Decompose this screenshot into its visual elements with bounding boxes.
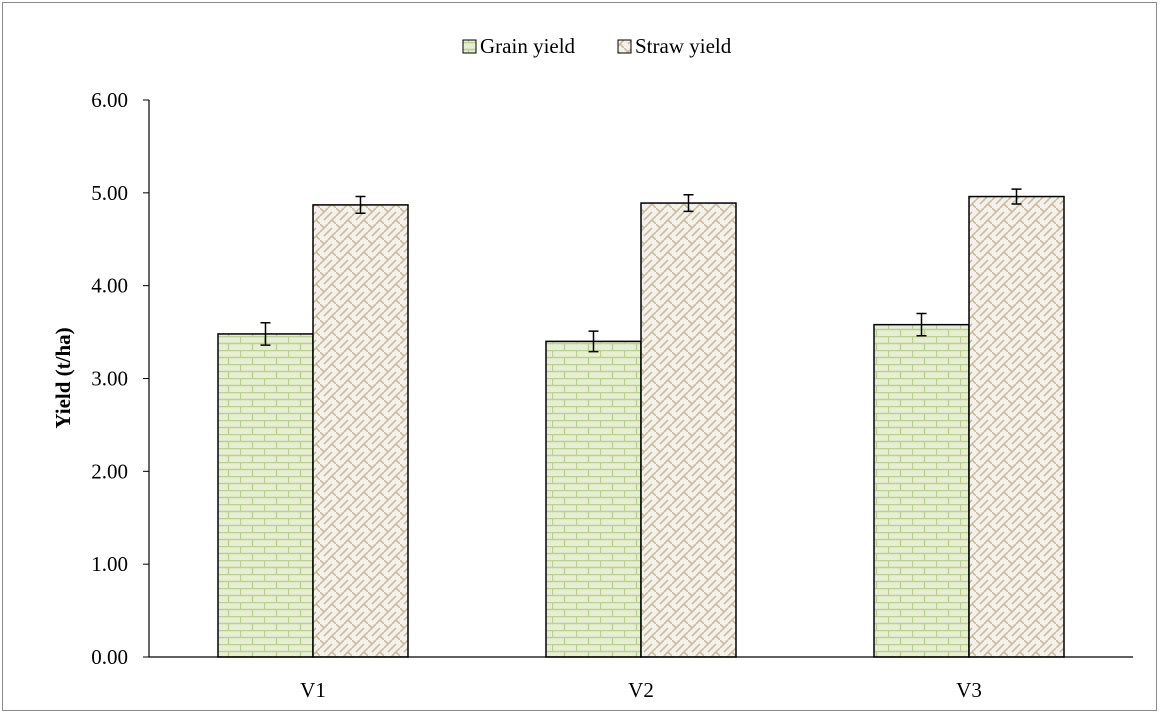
y-tick-label: 0.00 [91,645,128,669]
legend-swatch-grain [462,39,477,54]
legend-label-straw: Straw yield [635,34,732,58]
error-bar-grain-v1 [260,322,271,346]
bar-grain-v1 [217,333,314,658]
error-bar-grain-v3 [916,312,927,337]
y-tick-label: 1.00 [91,552,128,576]
legend: Grain yield Straw yield [462,34,732,58]
error-bar-grain-v2 [588,330,599,353]
y-tick-label: 6.00 [91,88,128,112]
y-tick-label: 4.00 [91,274,128,298]
y-axis: 0.00 1.00 2.00 3.00 4.00 5.00 6.00 [91,88,149,669]
bar-grain-v3 [873,323,970,658]
x-tick-label-v1: V1 [300,678,326,702]
y-tick-label: 5.00 [91,181,128,205]
legend-label-grain: Grain yield [480,34,576,58]
bar-straw-v2 [640,202,737,658]
axis-lines [148,100,1133,658]
x-axis: V1 V2 V3 [300,678,982,702]
bars-group [217,195,1065,658]
error-bar-straw-v2 [683,193,694,213]
bar-grain-v2 [545,340,642,658]
legend-swatch-straw [617,39,632,54]
x-tick-label-v2: V2 [628,678,654,702]
error-bar-straw-v1 [355,195,366,215]
error-bars-group [260,188,1022,353]
y-tick-label: 2.00 [91,459,128,483]
error-bar-straw-v3 [1011,188,1022,205]
y-axis-title: Yield (t/ha) [51,327,75,428]
x-tick-label-v3: V3 [956,678,982,702]
y-tick-label: 3.00 [91,367,128,391]
bar-straw-v3 [968,195,1065,658]
bar-straw-v1 [312,204,409,658]
